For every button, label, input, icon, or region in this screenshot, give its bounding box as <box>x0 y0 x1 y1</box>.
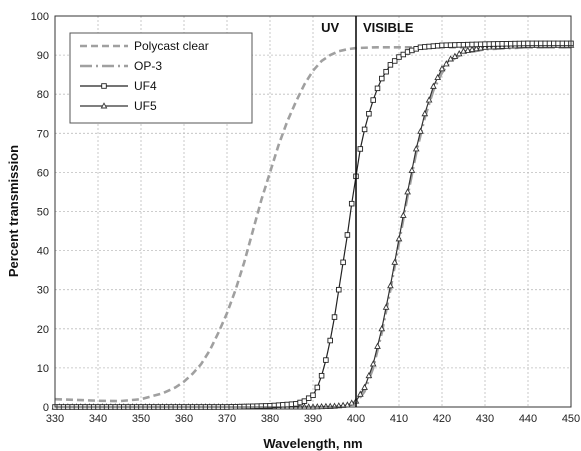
data-point <box>340 259 346 266</box>
data-point <box>438 65 446 72</box>
data-point <box>473 45 480 52</box>
legend-label: UF4 <box>134 79 157 93</box>
data-point <box>369 360 377 367</box>
series-polycast-clear <box>54 45 571 403</box>
data-point <box>379 75 385 82</box>
data-point <box>425 96 433 103</box>
data-point <box>391 58 398 64</box>
y-tick-label: 60 <box>37 167 49 179</box>
data-point <box>357 146 364 152</box>
data-point <box>383 68 389 75</box>
y-tick-label: 0 <box>43 402 49 414</box>
y-tick-label: 100 <box>31 11 49 23</box>
x-tick-label: 410 <box>390 413 408 425</box>
legend-label: OP-3 <box>134 59 162 73</box>
x-tick-label: 390 <box>304 413 322 425</box>
data-point <box>305 395 312 401</box>
data-point <box>327 337 333 344</box>
data-point <box>301 398 308 404</box>
data-point <box>387 282 394 289</box>
legend-box <box>69 32 253 124</box>
x-tick-label: 340 <box>89 413 107 425</box>
data-point <box>391 258 399 265</box>
region-labels: UV VISIBLE <box>321 20 414 35</box>
x-tick-label: 360 <box>175 413 193 425</box>
y-tick-label: 20 <box>37 324 49 336</box>
data-point <box>331 314 338 320</box>
legend-marker <box>101 83 107 89</box>
data-point <box>408 166 416 173</box>
data-point <box>421 110 429 117</box>
tick-labels: 330 340 350 360 370 380 390 400 410 420 430 440 450 0… <box>31 11 581 425</box>
data-point <box>399 211 407 218</box>
data-point <box>313 403 321 410</box>
x-tick-label: 440 <box>519 413 537 425</box>
data-point <box>348 200 355 207</box>
legend-label: Polycast clear <box>134 39 209 53</box>
data-point <box>382 303 390 310</box>
x-axis-title: Wavelength, nm <box>263 436 362 451</box>
data-point <box>404 188 411 195</box>
data-point <box>442 60 450 67</box>
x-tick-label: 330 <box>46 413 64 425</box>
data-point <box>365 371 373 379</box>
y-tick-label: 90 <box>37 50 49 62</box>
data-point <box>314 384 321 391</box>
data-point <box>348 399 356 406</box>
data-point <box>477 44 485 51</box>
data-point <box>336 286 342 293</box>
legend-label: UF5 <box>134 99 157 113</box>
data-point <box>460 47 467 54</box>
plot-frame <box>54 15 572 408</box>
x-tick-label: 380 <box>261 413 279 425</box>
data-point <box>366 110 372 117</box>
data-point <box>370 97 376 103</box>
y-tick-label: 50 <box>37 207 49 219</box>
region-label: UV <box>321 20 339 35</box>
data-point <box>417 127 424 134</box>
region-label: VISIBLE <box>363 20 414 35</box>
data-point <box>361 383 368 390</box>
data-point <box>361 126 368 133</box>
data-point <box>374 342 381 349</box>
y-tick-label: 80 <box>37 89 49 101</box>
data-point <box>468 45 476 53</box>
data-point <box>323 357 329 363</box>
y-tick-label: 70 <box>37 128 49 140</box>
data-point <box>387 62 394 68</box>
data-point <box>318 372 325 379</box>
data-point <box>412 145 420 152</box>
x-tick-label: 450 <box>562 413 580 425</box>
x-tick-label: 400 <box>347 413 365 425</box>
legend: Polycast clear OP-3 UF4 UF5 <box>69 32 253 124</box>
data-point <box>378 325 386 332</box>
y-tick-label: 30 <box>37 285 49 297</box>
data-point <box>344 232 351 238</box>
data-point <box>430 82 437 89</box>
legend-marker <box>100 102 108 109</box>
data-point <box>395 235 403 242</box>
y-tick-label: 10 <box>37 363 49 375</box>
data-point <box>374 85 381 92</box>
y-tick-label: 40 <box>37 246 49 258</box>
data-point <box>434 73 442 81</box>
x-tick-label: 420 <box>433 413 451 425</box>
data-point <box>310 392 316 399</box>
data-point <box>356 390 364 397</box>
y-axis-title: Percent transmission <box>6 145 21 277</box>
x-tick-label: 430 <box>476 413 494 425</box>
data-point <box>464 46 472 53</box>
series-line <box>54 45 571 403</box>
x-tick-label: 370 <box>218 413 236 425</box>
x-tick-label: 350 <box>132 413 150 425</box>
